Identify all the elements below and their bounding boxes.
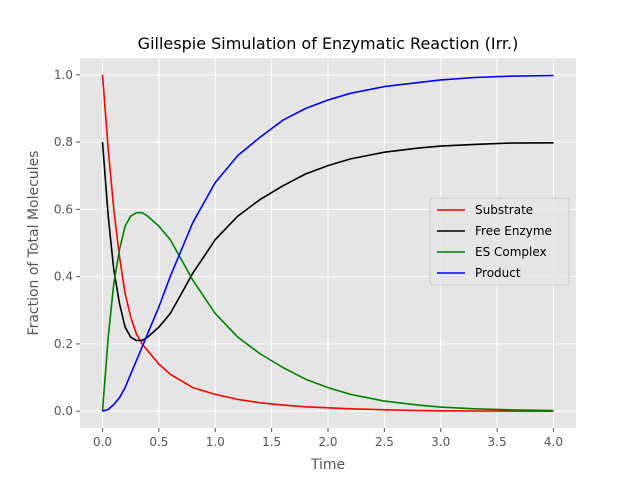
x-tick-label: 1.0 xyxy=(206,435,225,449)
legend-label-es-complex: ES Complex xyxy=(475,245,547,259)
y-tick-label: 0.8 xyxy=(54,135,73,149)
y-tick-label: 1.0 xyxy=(54,68,73,82)
y-axis-label: Fraction of Total Molecules xyxy=(26,151,42,336)
legend-label-product: Product xyxy=(475,266,521,280)
series-layer xyxy=(101,74,554,413)
ticks: 0.0 0.5 1.0 1.5 2.0 2.5 3.0 3.5 4.0 0.0 0.2 0.4 0.6 0… xyxy=(54,68,563,449)
legend: Substrate Free Enzyme ES Complex Product xyxy=(429,197,570,286)
series-line-product xyxy=(102,74,554,412)
series-line-substrate xyxy=(101,74,554,413)
legend-label-free-enzyme: Free Enzyme xyxy=(475,224,552,238)
x-tick-label: 4.0 xyxy=(544,435,563,449)
y-tick-label: 0.6 xyxy=(54,202,73,216)
x-tick-label: 2.5 xyxy=(375,435,394,449)
legend-label-substrate: Substrate xyxy=(475,203,533,217)
series-line-es-complex xyxy=(101,211,554,412)
y-tick-label: 0.4 xyxy=(54,270,73,284)
y-tick-label: 0.2 xyxy=(54,337,73,351)
y-tick-label: 0.0 xyxy=(54,404,73,418)
x-axis-label: Time xyxy=(310,457,345,473)
x-tick-label: 3.0 xyxy=(431,435,450,449)
series-line-free-enzyme xyxy=(101,142,554,342)
legend-box xyxy=(429,197,570,286)
x-tick-label: 0.5 xyxy=(149,435,168,449)
x-tick-label: 2.0 xyxy=(318,435,337,449)
x-tick-label: 1.5 xyxy=(262,435,281,449)
x-tick-label: 3.5 xyxy=(488,435,507,449)
x-tick-label: 0.0 xyxy=(93,435,112,449)
chart-title: Gillespie Simulation of Enzymatic Reacti… xyxy=(138,34,519,53)
